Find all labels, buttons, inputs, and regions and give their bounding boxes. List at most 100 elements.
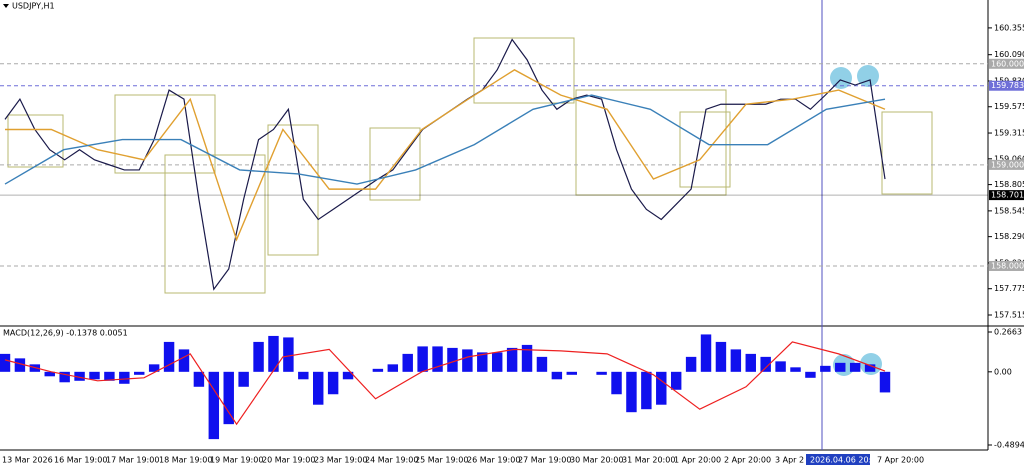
x-tick-label: 20 Mar 19:00 (262, 456, 315, 465)
macd-bar (119, 371, 130, 384)
x-tick-label: 31 Mar 20:00 (622, 456, 675, 465)
x-tick-label: 1 Apr 20:00 (674, 456, 721, 465)
x-tick-label: 24 Mar 19:00 (365, 456, 418, 465)
macd-bar (283, 337, 294, 372)
x-tick-label: 19 Mar 19:00 (210, 456, 263, 465)
macd-bar (148, 364, 160, 372)
x-tick-label: 30 Mar 20:00 (570, 456, 623, 465)
macd-bar (178, 349, 190, 372)
macd-bar (506, 347, 518, 372)
macd-bar (402, 353, 413, 372)
macd-title: MACD(12,26,9) -0.1378 0.0051 (3, 329, 128, 338)
menu-arrow[interactable] (3, 4, 9, 8)
macd-bar (536, 356, 548, 372)
series-line (4, 341, 886, 426)
macd-bar (745, 353, 756, 372)
macd-bar (864, 364, 876, 372)
macd-bar (342, 371, 354, 380)
macd-bar (238, 371, 249, 387)
macd-bar (208, 371, 220, 440)
series-line (5, 69, 886, 242)
level-label: 160.000 (991, 59, 1024, 68)
macd-bar (611, 371, 622, 395)
x-tick-label: 16 Mar 19:00 (54, 456, 107, 465)
time-badge (806, 454, 870, 465)
macd-bar (715, 341, 727, 372)
y-tick-label: 158.545 (994, 206, 1024, 215)
level-label: 158.701 (991, 191, 1024, 200)
macd-bar (685, 356, 697, 372)
x-tick-label: 7 Apr 20:00 (877, 456, 924, 465)
macd-bar (193, 371, 205, 387)
x-tick-label: 27 Mar 19:00 (518, 456, 571, 465)
x-tick-label: 26 Mar 19:00 (467, 456, 520, 465)
macd-bar (223, 371, 234, 425)
symbol-label: USDJPY,H1 (12, 2, 55, 11)
macd-bar (566, 371, 577, 375)
macd-bar (387, 364, 399, 372)
macd-bar (432, 346, 443, 372)
x-tick-label: 25 Mar 19:00 (415, 456, 468, 465)
level-badge (989, 260, 1024, 271)
y-tick-label: 157.775 (994, 284, 1024, 293)
x-tick-label: 23 Mar 19:00 (314, 456, 367, 465)
level-label: 158.000 (991, 261, 1024, 270)
macd-bar (790, 367, 801, 372)
macd-bar (163, 341, 175, 372)
macd-bar (44, 371, 55, 377)
level-badge (989, 58, 1024, 69)
macd-bar (372, 368, 384, 372)
range-boxes (7, 37, 933, 294)
macd-bar (14, 358, 26, 372)
level-label: 159.000 (991, 160, 1024, 169)
y-tick-label: 160.355 (994, 23, 1024, 32)
x-tick-label: 13 Mar 2026 (2, 456, 53, 465)
macd-bar (700, 334, 712, 372)
macd-bar (491, 352, 503, 372)
y-tick-label: -0.4894 (994, 441, 1024, 450)
y-tick-label: 159.060 (994, 154, 1024, 163)
level-label: 159.783 (991, 81, 1024, 90)
y-tick-label: 159.315 (994, 129, 1024, 138)
level-badge (989, 190, 1024, 201)
macd-bar (298, 371, 309, 380)
macd-bar (670, 371, 682, 390)
macd-bar (253, 341, 264, 372)
y-tick-label: 0.00 (994, 367, 1012, 376)
macd-bar (596, 371, 607, 375)
series-line (4, 94, 886, 185)
macd-bar (849, 362, 861, 372)
y-tick-label: 158.805 (994, 180, 1024, 189)
macd-bar (730, 349, 742, 372)
level-badge (989, 159, 1024, 170)
x-tick-label: 17 Mar 19:00 (106, 456, 159, 465)
macd-bar (417, 346, 428, 372)
y-tick-label: 158.290 (994, 232, 1024, 241)
macd-bar (89, 371, 100, 380)
y-tick-label: 159.575 (994, 102, 1024, 111)
y-tick-label: 160.090 (994, 50, 1024, 59)
macd-bar (760, 356, 771, 372)
macd-bar (775, 361, 786, 372)
macd-bar (104, 371, 115, 381)
macd-bar (626, 371, 637, 413)
macd-bar (74, 371, 85, 381)
macd-bar (327, 371, 339, 395)
macd-bar (835, 362, 846, 372)
macd-bar (656, 371, 667, 405)
level-badge (989, 80, 1024, 91)
macd-bar (268, 335, 279, 372)
markers (830, 65, 882, 376)
macd-bar (0, 353, 11, 372)
macd-bar (462, 349, 473, 372)
macd-bar (134, 371, 145, 375)
macd-bar (820, 365, 831, 372)
x-tick-label: 2026.04.06 20:05 (810, 456, 881, 465)
y-tick-label: 0.2663 (994, 328, 1022, 337)
x-tick-label: 2 Apr 20:00 (724, 456, 771, 465)
x-tick-label: 18 Mar 19:00 (159, 456, 212, 465)
macd-bar (879, 371, 891, 393)
